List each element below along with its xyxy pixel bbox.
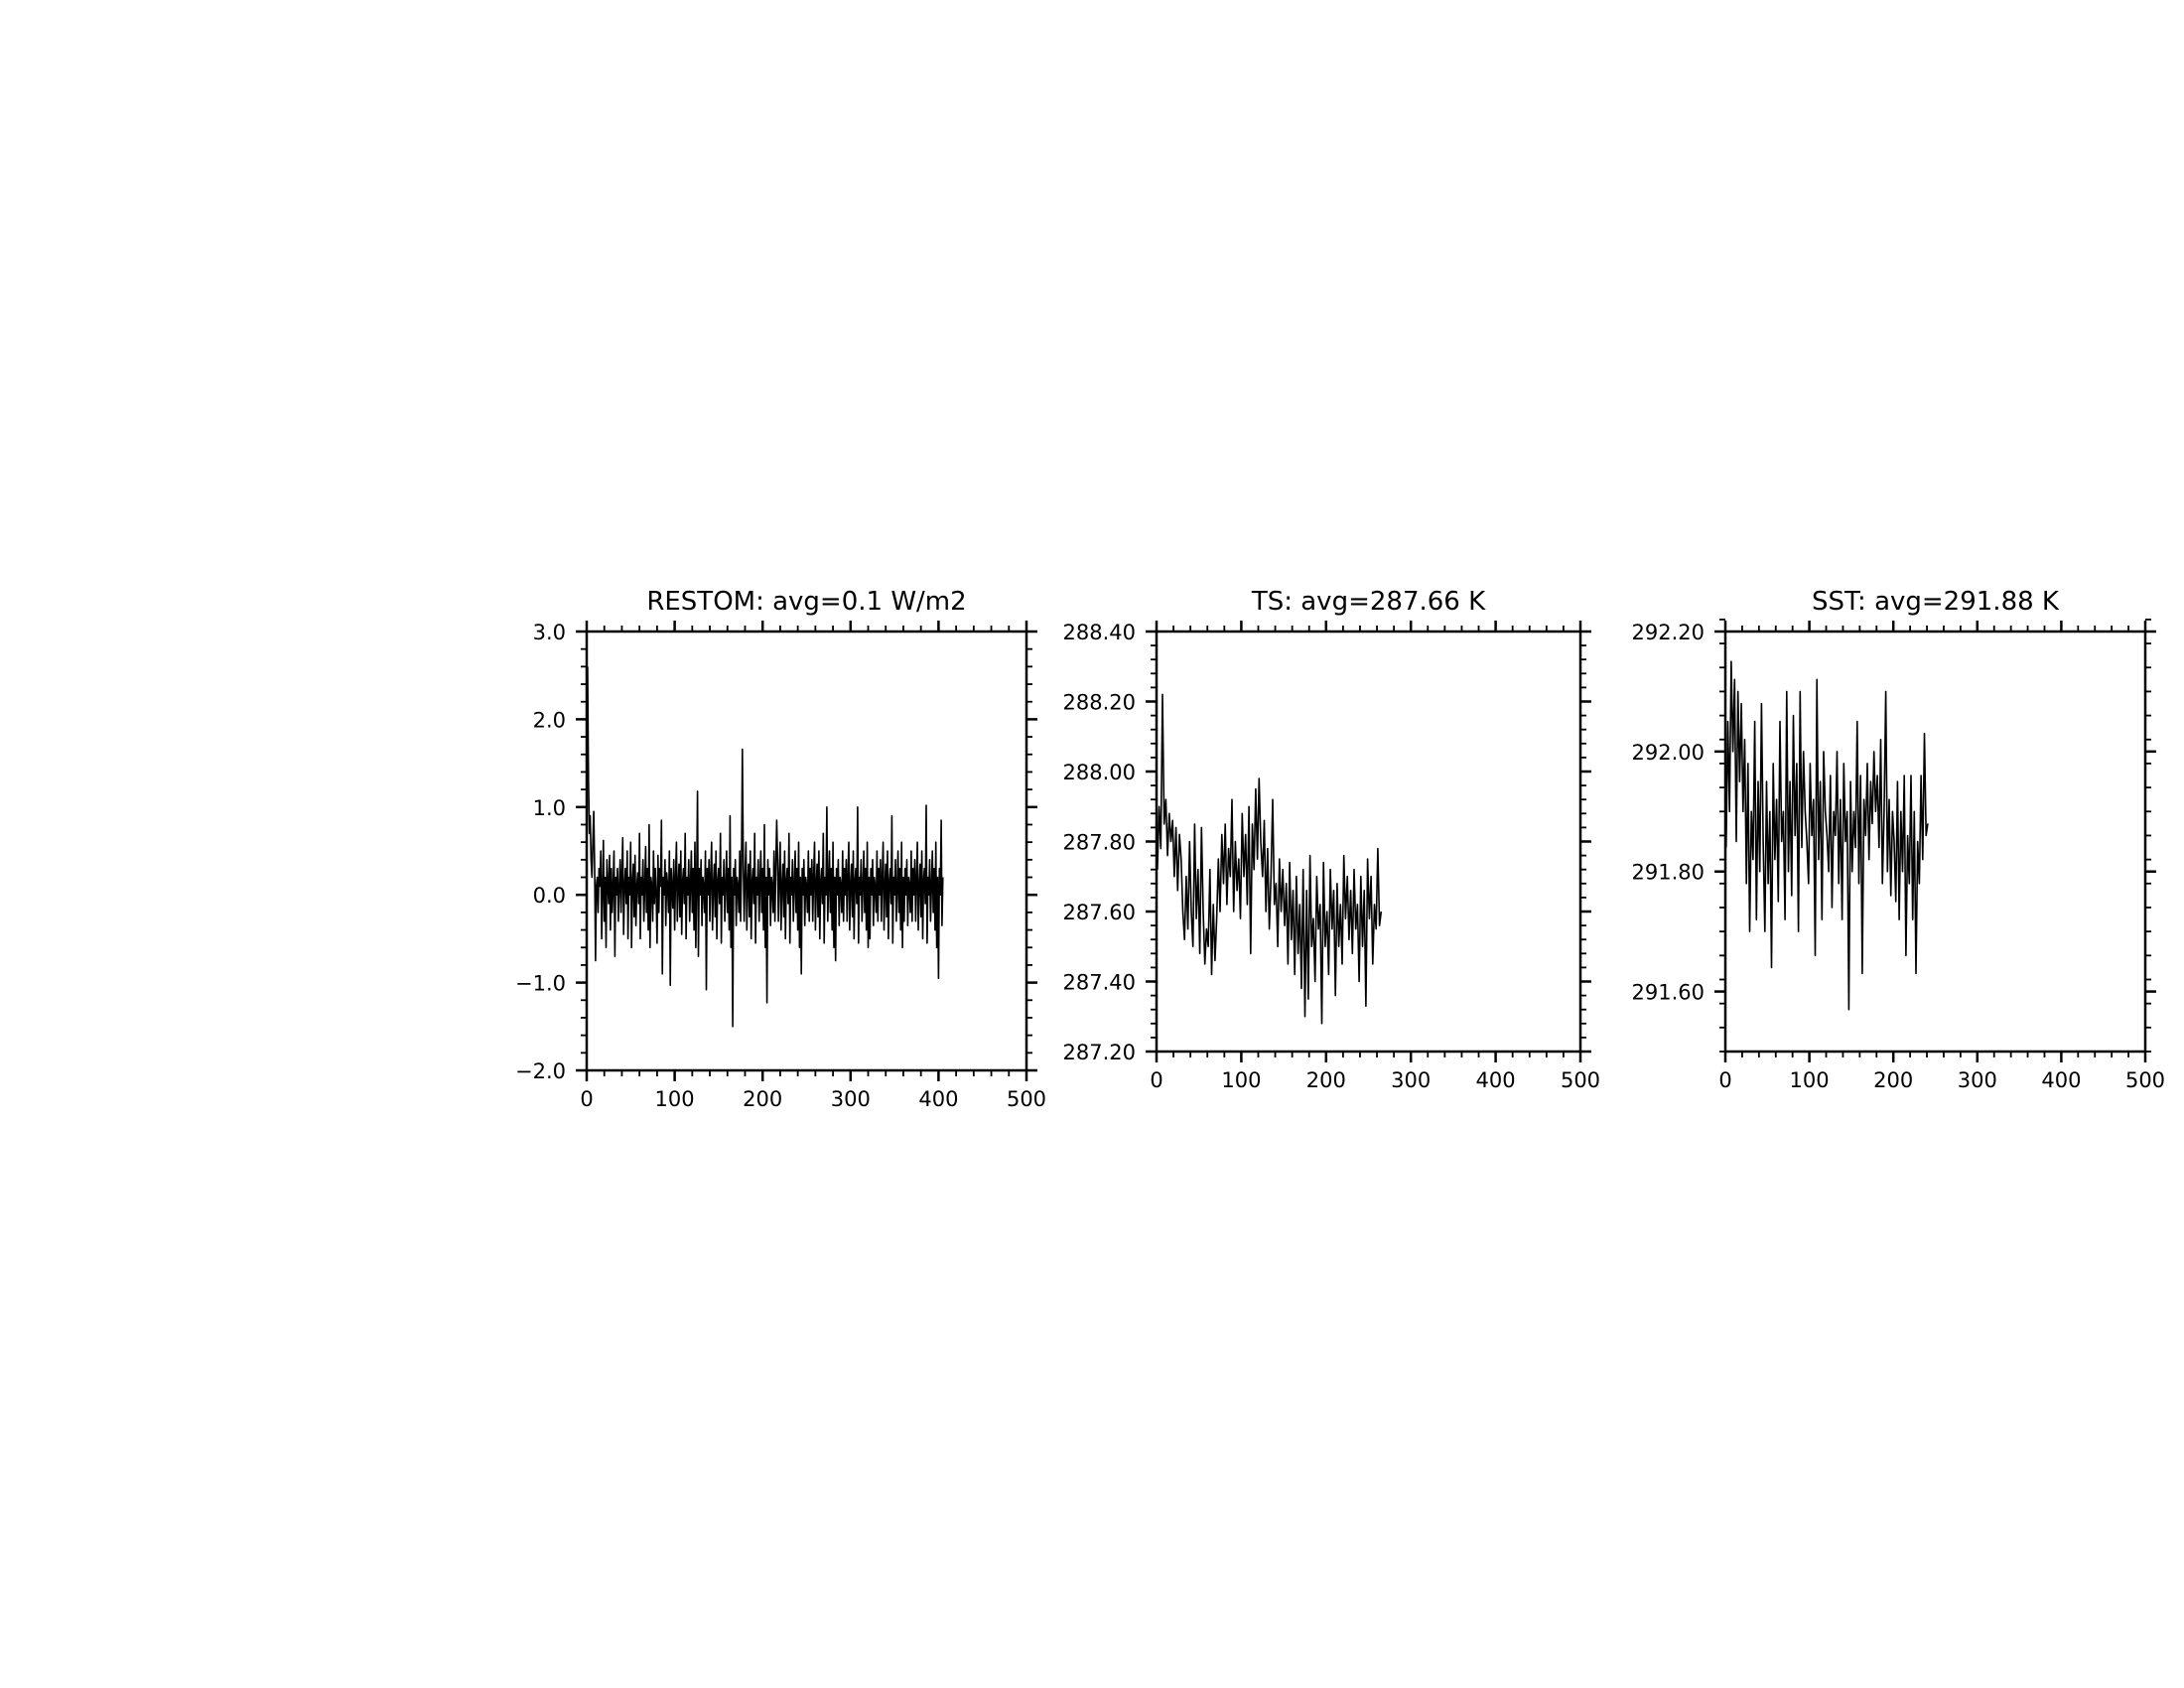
x-tick-label: 0 — [1718, 1068, 1731, 1092]
chart-title: RESTOM: avg=0.1 W/m2 — [646, 587, 966, 617]
series-line-1 — [1725, 660, 1929, 1011]
series-line-1 — [1157, 693, 1383, 1025]
y-tick-label: 292.20 — [1632, 621, 1705, 644]
chart-title: SST: avg=291.88 K — [1812, 587, 2060, 617]
x-tick-label: 500 — [1561, 1068, 1600, 1092]
x-tick-label: 200 — [1306, 1068, 1346, 1092]
y-tick-label: 288.40 — [1063, 621, 1136, 644]
x-tick-label: 500 — [2125, 1068, 2165, 1092]
chart-panel-3: SST: avg=291.88 K 0 100 200 300 400 500 291.60 2… — [1632, 587, 2166, 1092]
x-tick-label: 100 — [655, 1087, 695, 1111]
y-tick-label: 288.20 — [1063, 691, 1136, 715]
y-tick-label: 291.80 — [1632, 861, 1705, 885]
y-tick-label: 2.0 — [533, 708, 566, 732]
x-tick-label: 0 — [1150, 1068, 1162, 1092]
y-tick-label: 288.00 — [1063, 761, 1136, 784]
y-tick-label: 292.00 — [1632, 741, 1705, 765]
chart-title: TS: avg=287.66 K — [1251, 587, 1486, 617]
x-tick-label: 200 — [743, 1087, 782, 1111]
y-tick-label: 287.60 — [1063, 901, 1136, 924]
y-tick-label: −1.0 — [515, 972, 566, 996]
chart-panel-1: RESTOM: avg=0.1 W/m2 0 100 200 300 400 500 −2.0… — [515, 587, 1046, 1111]
y-tick-label: 287.80 — [1063, 831, 1136, 855]
x-tick-label: 200 — [1873, 1068, 1913, 1092]
y-tick-label: 0.0 — [533, 884, 566, 908]
x-tick-label: 300 — [1958, 1068, 1997, 1092]
series-line-1 — [587, 666, 944, 1028]
x-tick-label: 400 — [2041, 1068, 2081, 1092]
plot-frame — [1723, 630, 2147, 1054]
plot-frame — [1155, 630, 1582, 1054]
plot-frame — [585, 630, 1028, 1072]
x-tick-label: 500 — [1007, 1087, 1046, 1111]
x-tick-label: 400 — [918, 1087, 958, 1111]
y-tick-label: 287.20 — [1063, 1041, 1136, 1064]
x-tick-label: 0 — [580, 1087, 593, 1111]
x-tick-label: 300 — [831, 1087, 871, 1111]
x-tick-label: 100 — [1221, 1068, 1261, 1092]
x-tick-label: 100 — [1790, 1068, 1830, 1092]
y-tick-label: 1.0 — [533, 796, 566, 820]
y-tick-label: −2.0 — [515, 1059, 566, 1083]
y-tick-label: 287.40 — [1063, 971, 1136, 995]
x-tick-label: 300 — [1391, 1068, 1431, 1092]
y-tick-label: 291.60 — [1632, 981, 1705, 1005]
x-tick-label: 400 — [1476, 1068, 1516, 1092]
chart-panel-2: TS: avg=287.66 K 0 100 200 300 400 500 287.20 28… — [1063, 587, 1601, 1092]
y-tick-label: 3.0 — [533, 621, 566, 644]
